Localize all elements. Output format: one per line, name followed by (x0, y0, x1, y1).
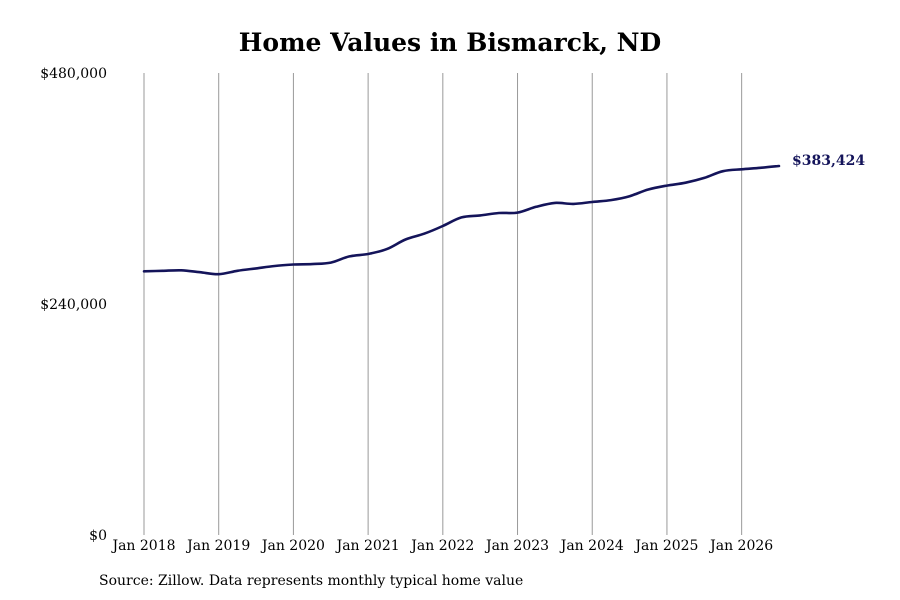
series-layer: $383,424 (142, 153, 865, 276)
y-tick-label-0: $0 (89, 528, 107, 544)
end-value-label: $383,424 (792, 153, 865, 169)
source-note: Source: Zillow. Data represents monthly … (99, 573, 524, 589)
x-tick-label-8: Jan 2026 (708, 538, 773, 554)
y-tick-label-2: $480,000 (40, 66, 107, 82)
x-tick-label-5: Jan 2023 (484, 538, 549, 554)
x-tick-label-7: Jan 2025 (633, 538, 698, 554)
x-tick-label-1: Jan 2019 (185, 538, 250, 554)
x-tick-label-6: Jan 2024 (559, 538, 624, 554)
chart-title: Home Values in Bismarck, ND (238, 28, 662, 57)
x-tick-label-3: Jan 2021 (335, 538, 400, 554)
grid-lines (143, 73, 743, 535)
x-tick-label-0: Jan 2018 (110, 538, 175, 554)
series-line-0 (142, 164, 781, 276)
y-tick-label-1: $240,000 (40, 297, 107, 313)
x-tick-label-4: Jan 2022 (409, 538, 474, 554)
x-tick-label-2: Jan 2020 (260, 538, 325, 554)
y-axis-ticks: $0 $240,000 $480,000 (40, 66, 107, 544)
x-axis-ticks: Jan 2018 Jan 2019 Jan 2020 Jan 2021 Jan 2022… (110, 538, 773, 554)
